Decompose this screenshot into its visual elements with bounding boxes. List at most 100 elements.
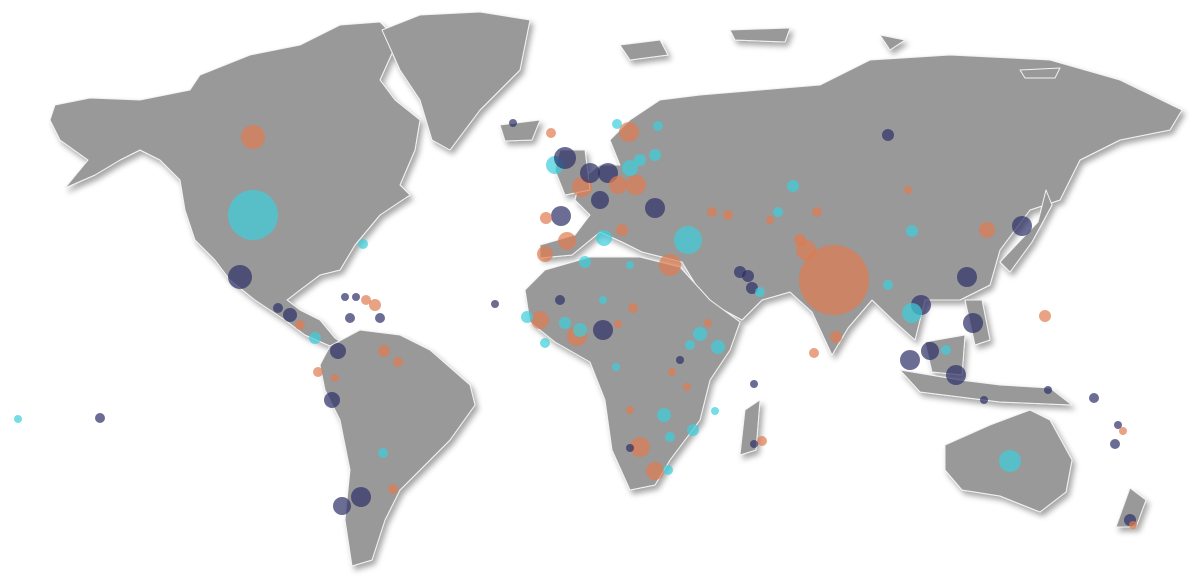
bubble[interactable] [882,129,894,141]
bubble[interactable] [330,343,346,359]
bubble[interactable] [573,323,587,337]
bubble[interactable] [1129,521,1137,529]
bubble[interactable] [645,198,665,218]
bubble[interactable] [626,261,634,269]
bubble[interactable] [687,424,699,436]
bubble[interactable] [509,119,517,127]
bubble[interactable] [579,256,591,268]
bubble[interactable] [628,303,638,313]
bubble[interactable] [693,327,707,341]
bubble[interactable] [1110,439,1120,449]
bubble[interactable] [537,246,553,262]
bubble[interactable] [378,448,388,458]
bubble[interactable] [904,186,912,194]
bubble[interactable] [634,154,646,166]
bubble[interactable] [393,357,403,367]
bubble[interactable] [333,497,351,515]
bubble[interactable] [1114,421,1122,429]
bubble[interactable] [630,437,650,457]
bubble[interactable] [809,348,819,358]
bubble[interactable] [657,408,671,422]
bubble[interactable] [646,462,664,480]
bubble[interactable] [1012,216,1032,236]
bubble[interactable] [626,444,634,452]
bubble[interactable] [616,224,628,236]
bubble[interactable] [683,383,691,391]
bubble[interactable] [1089,393,1099,403]
bubble[interactable] [378,345,390,357]
bubble[interactable] [345,313,355,323]
bubble[interactable] [1119,427,1127,435]
bubble[interactable] [599,296,607,304]
bubble[interactable] [812,207,822,217]
bubble[interactable] [531,311,549,329]
bubble[interactable] [369,299,381,311]
bubble[interactable] [619,122,639,142]
bubble[interactable] [555,295,565,305]
bubble[interactable] [388,484,398,494]
bubble[interactable] [685,340,695,350]
bubble[interactable] [331,374,339,382]
bubble[interactable] [999,450,1021,472]
bubble[interactable] [626,175,646,195]
bubble[interactable] [766,216,774,224]
bubble[interactable] [830,331,842,343]
bubble[interactable] [1044,386,1052,394]
bubble[interactable] [273,303,283,313]
bubble[interactable] [676,356,684,364]
bubble[interactable] [559,317,571,329]
bubble[interactable] [649,149,661,161]
bubble[interactable] [612,363,620,371]
bubble[interactable] [921,342,939,360]
bubble[interactable] [957,267,977,287]
bubble[interactable] [593,320,613,340]
bubble[interactable] [546,128,556,138]
bubble[interactable] [295,320,305,330]
bubble[interactable] [1039,310,1051,322]
bubble[interactable] [906,225,918,237]
bubble[interactable] [521,311,533,323]
bubble[interactable] [711,340,725,354]
bubble[interactable] [963,313,983,333]
bubble[interactable] [979,222,995,238]
bubble[interactable] [554,147,576,169]
bubble[interactable] [711,407,719,415]
bubble[interactable] [757,436,767,446]
bubble[interactable] [902,303,922,323]
bubble[interactable] [351,487,371,507]
bubble[interactable] [799,245,869,315]
bubble[interactable] [659,254,681,276]
bubble[interactable] [665,432,675,442]
bubble[interactable] [707,207,717,217]
bubble[interactable] [746,282,758,294]
bubble[interactable] [704,319,712,327]
bubble[interactable] [900,350,920,370]
bubble[interactable] [228,265,252,289]
bubble[interactable] [787,180,799,192]
bubble[interactable] [14,415,22,423]
bubble[interactable] [980,396,988,404]
bubble[interactable] [941,345,951,355]
bubble[interactable] [663,465,673,475]
bubble[interactable] [228,190,278,240]
bubble[interactable] [540,212,552,224]
bubble[interactable] [596,230,612,246]
bubble[interactable] [773,207,783,217]
bubble[interactable] [540,338,550,348]
bubble[interactable] [358,239,368,249]
bubble[interactable] [742,270,754,282]
bubble[interactable] [755,287,765,297]
bubble[interactable] [580,163,600,183]
bubble[interactable] [626,406,634,414]
bubble[interactable] [622,160,638,176]
bubble[interactable] [95,413,105,423]
bubble[interactable] [723,210,733,220]
bubble[interactable] [558,232,576,250]
bubble[interactable] [361,295,371,305]
bubble[interactable] [375,313,385,323]
bubble[interactable] [883,280,893,290]
bubble[interactable] [750,380,758,388]
bubble[interactable] [241,125,265,149]
bubble[interactable] [352,293,360,301]
bubble[interactable] [946,365,966,385]
